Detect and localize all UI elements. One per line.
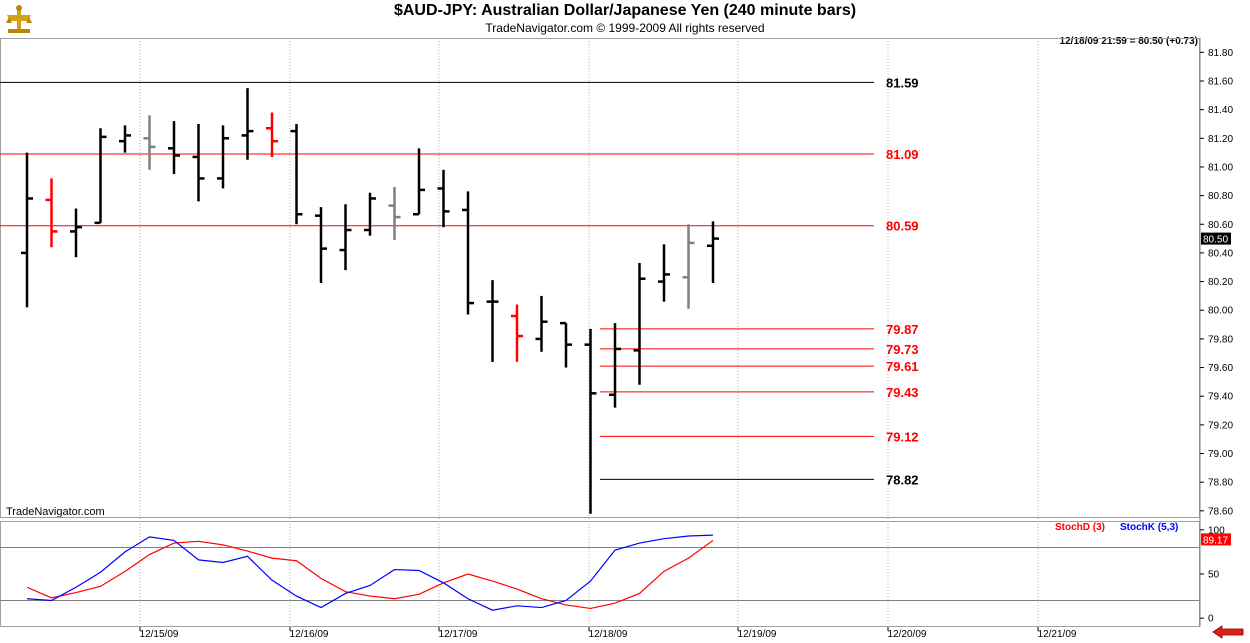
ohlc-bar xyxy=(290,123,303,225)
y-tick-label: 81.40 xyxy=(1208,105,1233,116)
level-label: 81.09 xyxy=(886,147,919,162)
x-tick-label: 12/18/09 xyxy=(589,629,628,640)
ohlc-bar xyxy=(437,169,450,228)
y-tick-label: 78.60 xyxy=(1208,506,1233,517)
legend-stochk: StochK (5,3) xyxy=(1120,522,1178,533)
ohlc-bar xyxy=(119,125,131,153)
ohlc-bar xyxy=(584,328,597,514)
ohlc-bar xyxy=(45,178,58,248)
stoch-last-badge-label: 89.17 xyxy=(1203,535,1228,546)
ohlc-bar xyxy=(658,244,670,302)
y-tick-label: 79.00 xyxy=(1208,449,1233,460)
copyright-text: TradeNavigator.com © 1999-2009 All right… xyxy=(485,21,765,35)
chart-title: $AUD-JPY: Australian Dollar/Japanese Yen… xyxy=(393,2,857,19)
ohlc-bar xyxy=(217,125,229,189)
y-tick-label: 79.60 xyxy=(1208,363,1233,374)
price-panel-frame xyxy=(0,38,1200,518)
ohlc-bar xyxy=(339,204,352,271)
y-tick-label: 80.40 xyxy=(1208,248,1233,259)
level-label: 79.12 xyxy=(886,429,919,444)
stoch-last-badge xyxy=(1201,533,1231,546)
x-tick-label: 12/16/09 xyxy=(290,629,329,640)
ohlc-bar xyxy=(315,207,327,284)
y-tick-label: 80.80 xyxy=(1208,191,1233,202)
stoch-y-tick-label: 0 xyxy=(1208,614,1214,625)
ohlc-bar xyxy=(70,208,82,258)
ohlc-bar xyxy=(413,148,425,216)
ohlc-bar xyxy=(168,121,180,175)
y-tick-label: 79.40 xyxy=(1208,392,1233,403)
ohlc-bar xyxy=(364,192,376,236)
x-tick-label: 12/21/09 xyxy=(1038,629,1077,640)
support-resistance-levels: 81.59 81.09 80.59 79.87 79.73 79.61 79.43 79.12… xyxy=(0,75,919,487)
y-tick-label: 80.00 xyxy=(1208,306,1233,317)
y-tick-label: 81.20 xyxy=(1208,134,1233,145)
tradenavigator-logo-icon xyxy=(6,5,32,33)
level-label: 78.82 xyxy=(886,472,919,487)
x-tick-label: 12/15/09 xyxy=(140,629,179,640)
y-tick-label: 80.20 xyxy=(1208,277,1233,288)
legend-stochd: StochD (3) xyxy=(1055,522,1105,533)
ohlc-bar xyxy=(633,262,646,385)
ohlc-bar xyxy=(388,187,401,241)
level-label: 79.73 xyxy=(886,342,919,357)
last-price-badge-label: 80.50 xyxy=(1203,235,1228,246)
ohlc-bar xyxy=(266,112,278,157)
stoch-y-tick-label: 100 xyxy=(1208,525,1225,536)
ohlc-bar xyxy=(535,295,548,352)
y-tick-label: 81.80 xyxy=(1208,48,1233,59)
y-tick-label: 81.00 xyxy=(1208,162,1233,173)
ohlc-bar xyxy=(560,321,572,368)
level-label: 79.87 xyxy=(886,322,919,337)
y-tick-label: 78.80 xyxy=(1208,478,1233,489)
ohlc-bar xyxy=(143,115,156,170)
x-tick-label: 12/20/09 xyxy=(888,629,927,640)
level-label: 81.59 xyxy=(886,75,919,90)
level-label: 79.43 xyxy=(886,385,919,400)
axis-layer: 12/15/09 12/16/09 12/17/09 12/18/09 12/19/09… xyxy=(139,48,1233,640)
watermark: TradeNavigator.com xyxy=(6,506,105,518)
x-tick-label: 12/17/09 xyxy=(439,629,478,640)
level-label: 79.61 xyxy=(886,359,919,374)
ohlc-bar xyxy=(511,304,523,362)
stoch-panel-frame xyxy=(0,521,1200,627)
y-tick-label: 79.20 xyxy=(1208,420,1233,431)
ohlc-bar xyxy=(462,191,474,315)
y-tick-label: 79.80 xyxy=(1208,334,1233,345)
ohlc-bar xyxy=(94,128,107,225)
ohlc-bar xyxy=(192,123,205,202)
stoch-y-tick-label: 50 xyxy=(1208,570,1220,581)
x-tick-label: 12/19/09 xyxy=(738,629,777,640)
level-label: 80.59 xyxy=(886,219,919,234)
ohlc-bar xyxy=(241,88,254,160)
last-price-badge xyxy=(1201,232,1231,245)
chart-header xyxy=(0,0,1250,38)
ohlc-bar xyxy=(682,224,695,309)
price-readout: 12/18/09 21:59 = 80.50 (+0.73) xyxy=(1059,36,1198,47)
stoch-series-line xyxy=(26,539,714,610)
stochastic-panel: StochD (3) StochK (5,3) xyxy=(0,522,1200,611)
y-tick-label: 80.60 xyxy=(1208,220,1233,231)
stoch-series-line xyxy=(26,534,714,611)
grid-layer xyxy=(0,38,1201,627)
ohlc-bar xyxy=(609,323,621,408)
y-tick-label: 81.60 xyxy=(1208,76,1233,87)
ohlc-bar xyxy=(486,280,499,362)
ohlc-bar xyxy=(21,152,33,308)
back-arrow-icon[interactable] xyxy=(1212,625,1244,639)
ohlc-bars xyxy=(21,88,719,514)
ohlc-bar xyxy=(707,221,719,284)
